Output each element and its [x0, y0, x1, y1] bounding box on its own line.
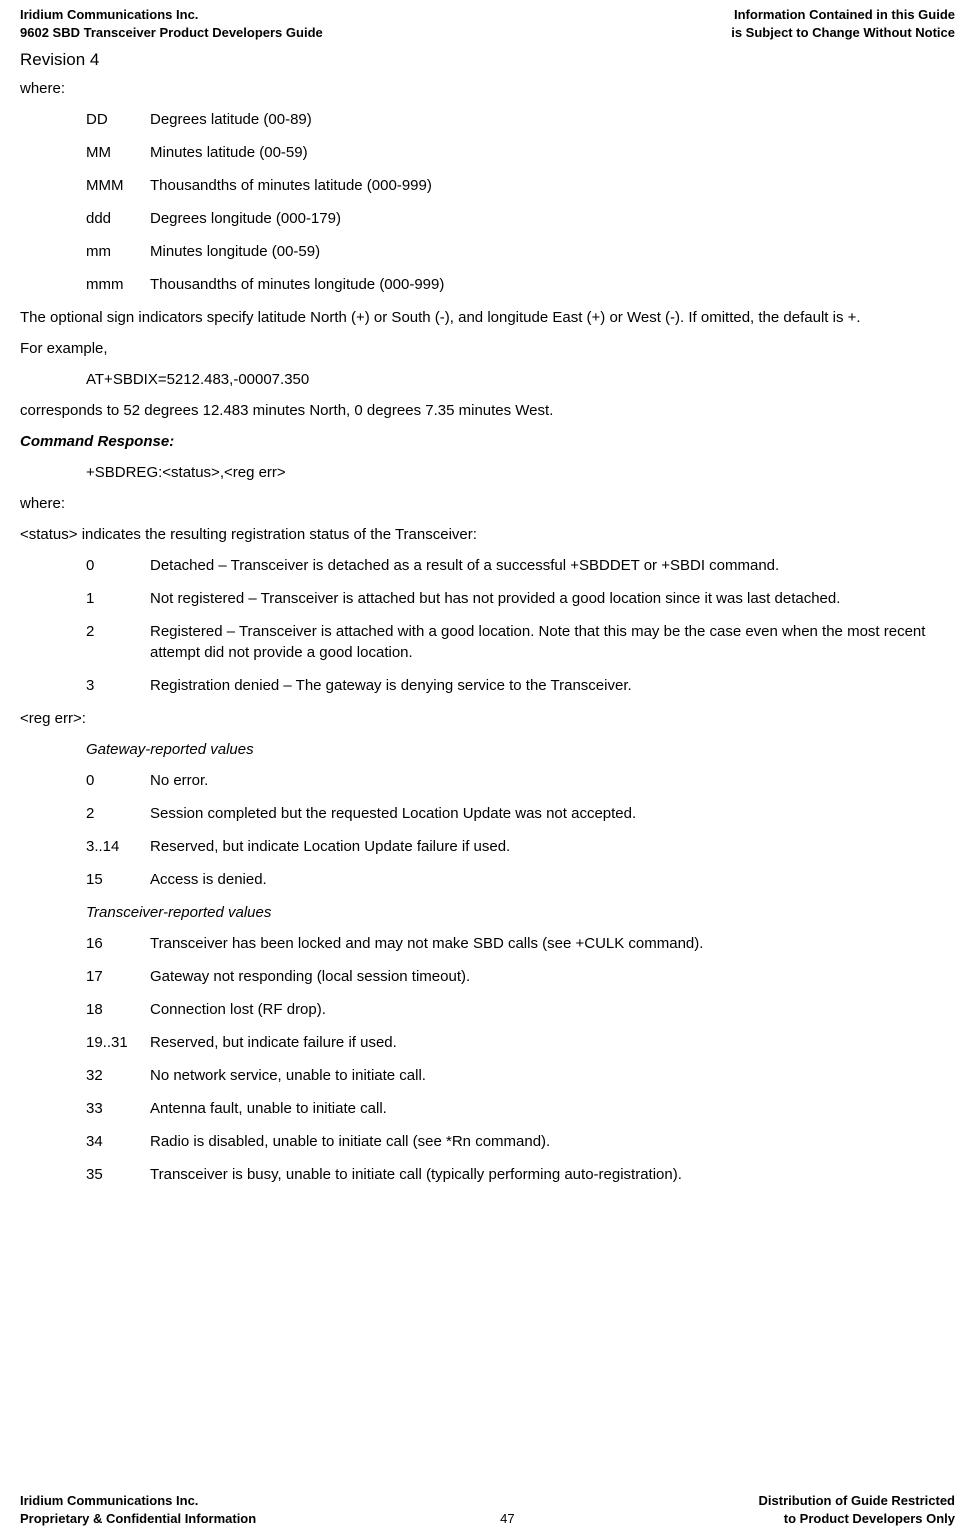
example-label: For example, — [20, 338, 955, 359]
transceiver-code: 35 — [86, 1164, 150, 1185]
footer-confidential: Proprietary & Confidential Information — [20, 1510, 256, 1528]
transceiver-code: 34 — [86, 1131, 150, 1152]
transceiver-code: 19..31 — [86, 1032, 150, 1053]
loc-field-desc: Thousandths of minutes longitude (000-99… — [150, 274, 955, 295]
loc-field-desc: Degrees latitude (00-89) — [150, 109, 955, 130]
loc-field-code: MM — [86, 142, 150, 163]
example-description: corresponds to 52 degrees 12.483 minutes… — [20, 400, 955, 421]
sign-paragraph: The optional sign indicators specify lat… — [20, 307, 955, 328]
transceiver-row: 33 Antenna fault, unable to initiate cal… — [86, 1098, 955, 1119]
command-response-label: Command Response: — [20, 431, 955, 452]
loc-field-code: DD — [86, 109, 150, 130]
gateway-code: 2 — [86, 803, 150, 824]
transceiver-code: 18 — [86, 999, 150, 1020]
transceiver-desc: Connection lost (RF drop). — [150, 999, 955, 1020]
gateway-code: 15 — [86, 869, 150, 890]
status-code: 2 — [86, 621, 150, 663]
footer-company: Iridium Communications Inc. — [20, 1492, 256, 1510]
page-header: Iridium Communications Inc. 9602 SBD Tra… — [20, 0, 955, 42]
status-codes-table: 0 Detached – Transceiver is detached as … — [86, 555, 955, 696]
transceiver-values-label: Transceiver-reported values — [86, 902, 955, 923]
header-right: Information Contained in this Guide is S… — [731, 6, 955, 42]
loc-field-row: MM Minutes latitude (00-59) — [86, 142, 955, 163]
loc-field-row: mm Minutes longitude (00-59) — [86, 241, 955, 262]
loc-field-code: MMM — [86, 175, 150, 196]
status-desc: Registered – Transceiver is attached wit… — [150, 621, 955, 663]
footer-distribution2: to Product Developers Only — [759, 1510, 955, 1528]
transceiver-row: 32 No network service, unable to initiat… — [86, 1065, 955, 1086]
page-number: 47 — [500, 1510, 514, 1528]
transceiver-desc: Antenna fault, unable to initiate call. — [150, 1098, 955, 1119]
status-desc: Not registered – Transceiver is attached… — [150, 588, 955, 609]
status-code: 1 — [86, 588, 150, 609]
location-fields-table: DD Degrees latitude (00-89) MM Minutes l… — [86, 109, 955, 295]
status-intro: <status> indicates the resulting registr… — [20, 524, 955, 545]
header-notice1: Information Contained in this Guide — [731, 6, 955, 24]
transceiver-desc: No network service, unable to initiate c… — [150, 1065, 955, 1086]
loc-field-code: ddd — [86, 208, 150, 229]
footer-distribution1: Distribution of Guide Restricted — [759, 1492, 955, 1510]
status-row: 0 Detached – Transceiver is detached as … — [86, 555, 955, 576]
loc-field-row: DD Degrees latitude (00-89) — [86, 109, 955, 130]
loc-field-row: mmm Thousandths of minutes longitude (00… — [86, 274, 955, 295]
loc-field-code: mm — [86, 241, 150, 262]
gateway-desc: Access is denied. — [150, 869, 955, 890]
gateway-desc: Reserved, but indicate Location Update f… — [150, 836, 955, 857]
status-row: 3 Registration denied – The gateway is d… — [86, 675, 955, 696]
transceiver-desc: Gateway not responding (local session ti… — [150, 966, 955, 987]
gateway-code: 0 — [86, 770, 150, 791]
gateway-row: 3..14 Reserved, but indicate Location Up… — [86, 836, 955, 857]
header-left: Iridium Communications Inc. 9602 SBD Tra… — [20, 6, 323, 42]
footer-right: Distribution of Guide Restricted to Prod… — [759, 1492, 955, 1528]
gateway-desc: No error. — [150, 770, 955, 791]
transceiver-row: 17 Gateway not responding (local session… — [86, 966, 955, 987]
loc-field-desc: Degrees longitude (000-179) — [150, 208, 955, 229]
loc-field-code: mmm — [86, 274, 150, 295]
loc-field-row: ddd Degrees longitude (000-179) — [86, 208, 955, 229]
status-desc: Registration denied – The gateway is den… — [150, 675, 955, 696]
example-command: AT+SBDIX=5212.483,-00007.350 — [86, 369, 955, 390]
status-row: 2 Registered – Transceiver is attached w… — [86, 621, 955, 663]
header-company: Iridium Communications Inc. — [20, 6, 323, 24]
header-guide: 9602 SBD Transceiver Product Developers … — [20, 24, 323, 42]
transceiver-codes-table: 16 Transceiver has been locked and may n… — [86, 933, 955, 1185]
gateway-row: 0 No error. — [86, 770, 955, 791]
transceiver-desc: Transceiver has been locked and may not … — [150, 933, 955, 954]
loc-field-desc: Thousandths of minutes latitude (000-999… — [150, 175, 955, 196]
where-label: where: — [20, 78, 955, 99]
gateway-row: 15 Access is denied. — [86, 869, 955, 890]
status-code: 3 — [86, 675, 150, 696]
transceiver-code: 16 — [86, 933, 150, 954]
where-label-2: where: — [20, 493, 955, 514]
transceiver-desc: Reserved, but indicate failure if used. — [150, 1032, 955, 1053]
footer-left: Iridium Communications Inc. Proprietary … — [20, 1492, 256, 1528]
gateway-row: 2 Session completed but the requested Lo… — [86, 803, 955, 824]
status-code: 0 — [86, 555, 150, 576]
status-desc: Detached – Transceiver is detached as a … — [150, 555, 955, 576]
transceiver-desc: Transceiver is busy, unable to initiate … — [150, 1164, 955, 1185]
gateway-codes-table: 0 No error. 2 Session completed but the … — [86, 770, 955, 890]
loc-field-desc: Minutes latitude (00-59) — [150, 142, 955, 163]
loc-field-row: MMM Thousandths of minutes latitude (000… — [86, 175, 955, 196]
transceiver-row: 16 Transceiver has been locked and may n… — [86, 933, 955, 954]
transceiver-row: 19..31 Reserved, but indicate failure if… — [86, 1032, 955, 1053]
transceiver-code: 32 — [86, 1065, 150, 1086]
page-footer: Iridium Communications Inc. Proprietary … — [20, 1492, 955, 1528]
gateway-code: 3..14 — [86, 836, 150, 857]
transceiver-row: 35 Transceiver is busy, unable to initia… — [86, 1164, 955, 1185]
transceiver-code: 33 — [86, 1098, 150, 1119]
gateway-desc: Session completed but the requested Loca… — [150, 803, 955, 824]
transceiver-row: 18 Connection lost (RF drop). — [86, 999, 955, 1020]
gateway-values-label: Gateway-reported values — [86, 739, 955, 760]
regerr-label: <reg err>: — [20, 708, 955, 729]
loc-field-desc: Minutes longitude (00-59) — [150, 241, 955, 262]
status-row: 1 Not registered – Transceiver is attach… — [86, 588, 955, 609]
header-notice2: is Subject to Change Without Notice — [731, 24, 955, 42]
transceiver-code: 17 — [86, 966, 150, 987]
command-response-value: +SBDREG:<status>,<reg err> — [86, 462, 955, 483]
transceiver-row: 34 Radio is disabled, unable to initiate… — [86, 1131, 955, 1152]
revision: Revision 4 — [20, 48, 955, 72]
transceiver-desc: Radio is disabled, unable to initiate ca… — [150, 1131, 955, 1152]
